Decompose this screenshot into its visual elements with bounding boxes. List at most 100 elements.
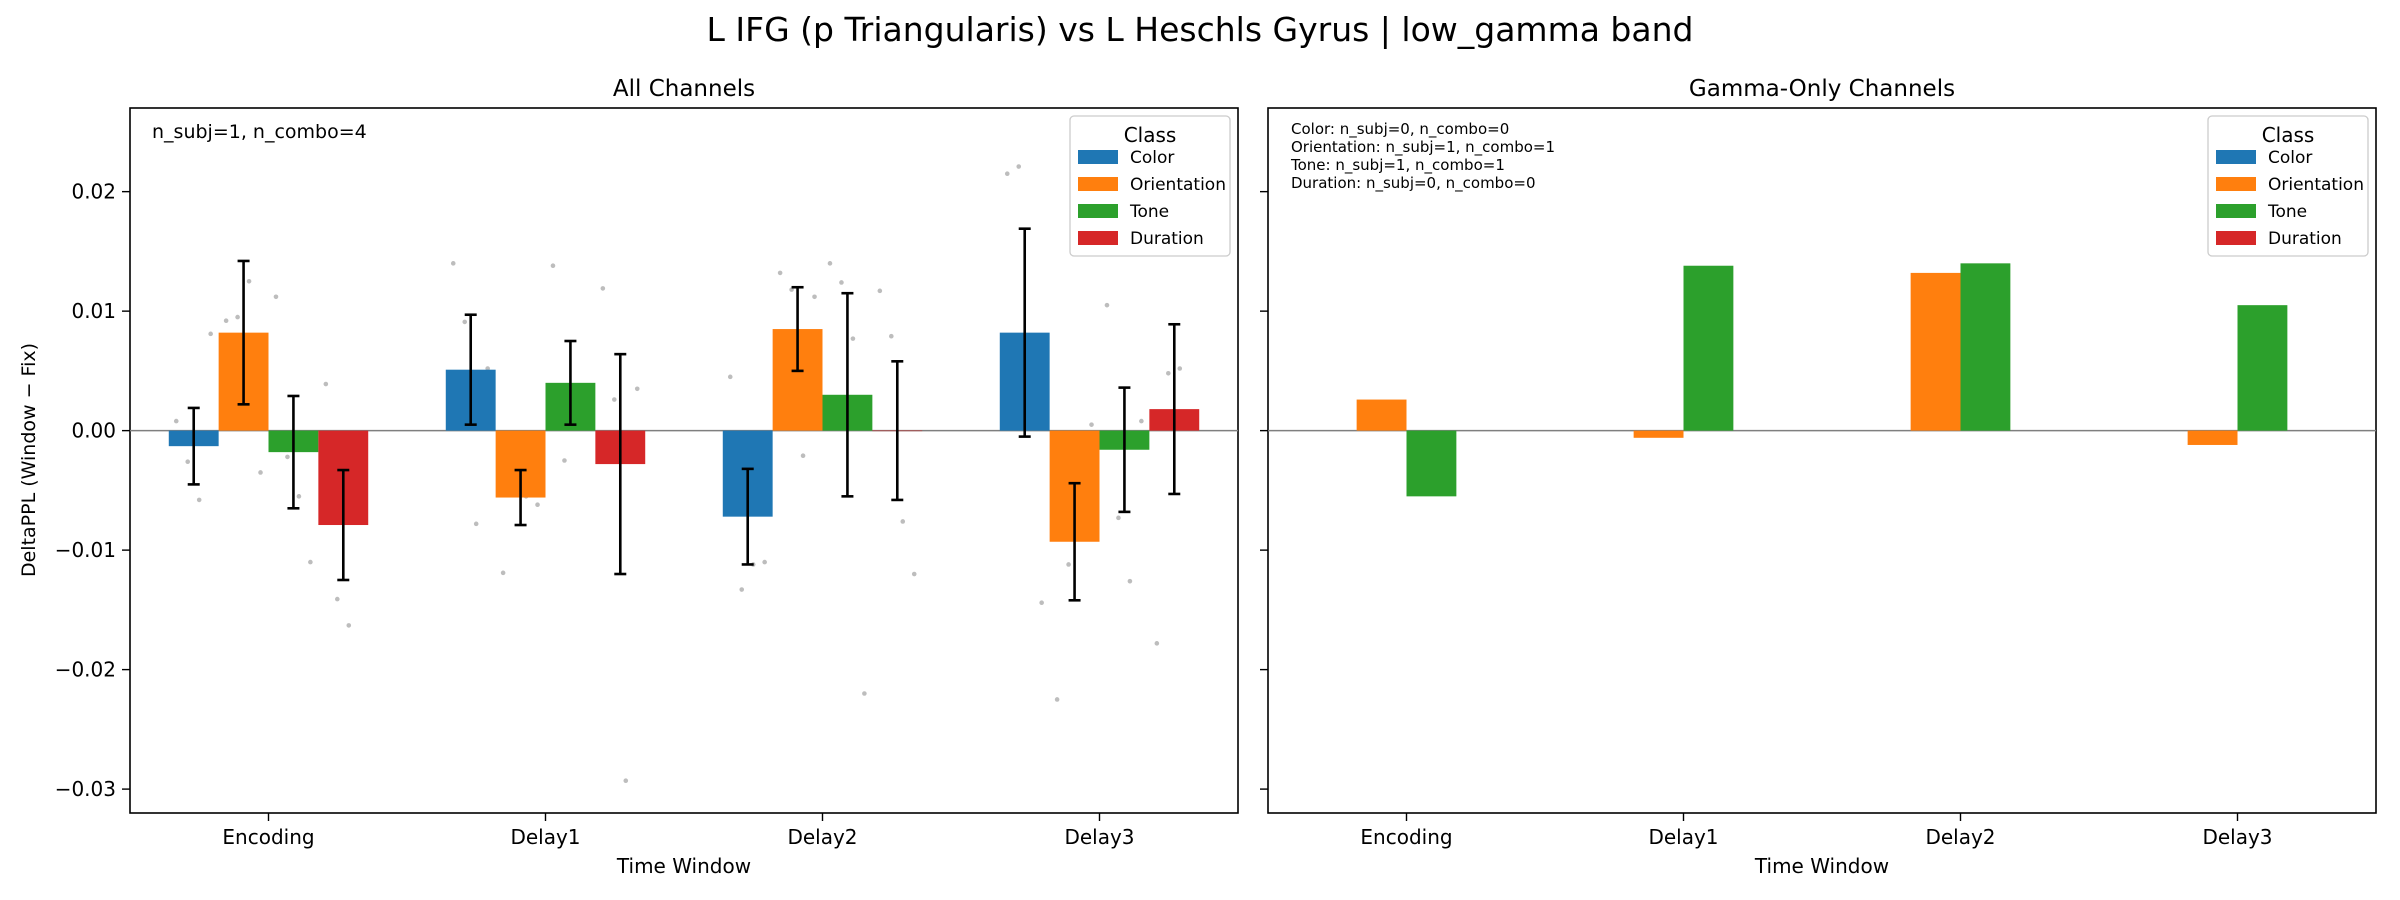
panel-1: 0.02 0.01 0.00 −0.01 −0.02 −0.03 Encoding Delay… bbox=[55, 76, 1239, 878]
data-point bbox=[1166, 370, 1171, 376]
legend-label: Tone bbox=[2267, 202, 2307, 222]
data-point bbox=[1039, 600, 1044, 605]
plot-frame bbox=[129, 107, 1239, 814]
data-point bbox=[877, 288, 883, 294]
data-point bbox=[727, 374, 733, 380]
data-point bbox=[273, 294, 279, 300]
data-point bbox=[1127, 578, 1133, 584]
data-point bbox=[535, 502, 540, 508]
annotation-text: Duration: n_subj=0, n_combo=0 bbox=[1291, 174, 1536, 193]
bar-tone bbox=[1406, 430, 1457, 497]
annotation-text: Tone: n_subj=1, n_combo=1 bbox=[1290, 156, 1505, 175]
x-tick-label: Delay1 bbox=[510, 825, 580, 849]
legend-swatch bbox=[1078, 150, 1118, 164]
data-point bbox=[1054, 697, 1060, 702]
y-tick-label: −0.01 bbox=[55, 538, 116, 562]
annotation-text: Color: n_subj=0, n_combo=0 bbox=[1291, 120, 1509, 139]
legend-swatch bbox=[1078, 204, 1118, 218]
data-point bbox=[223, 318, 229, 323]
panel-2: Encoding Delay1 Delay2 Delay3 Time Window Gam… bbox=[1260, 76, 2377, 878]
legend-swatch bbox=[2216, 231, 2256, 245]
data-point bbox=[335, 596, 340, 602]
x-tick-label: Delay3 bbox=[2202, 825, 2272, 849]
data-point bbox=[462, 319, 468, 325]
legend-label: Color bbox=[2268, 148, 2312, 168]
data-point bbox=[1089, 422, 1094, 427]
legend-swatch bbox=[2216, 177, 2256, 191]
data-point bbox=[1177, 366, 1183, 371]
legend-swatch bbox=[2216, 204, 2256, 218]
data-point bbox=[196, 497, 202, 503]
data-point bbox=[500, 570, 506, 576]
data-point bbox=[889, 333, 894, 339]
data-point bbox=[323, 381, 329, 387]
data-point bbox=[258, 470, 263, 475]
data-point bbox=[850, 336, 856, 341]
data-point bbox=[562, 458, 567, 463]
data-point bbox=[777, 270, 783, 276]
plot-frame bbox=[1267, 107, 2377, 814]
data-point bbox=[862, 691, 867, 696]
y-tick-label: −0.02 bbox=[55, 658, 116, 682]
bar-orientation bbox=[1910, 272, 1961, 431]
y-tick-label: 0.01 bbox=[71, 299, 116, 323]
bar-tone bbox=[1960, 263, 2011, 431]
legend-title: Class bbox=[1124, 123, 1177, 147]
legend-swatch bbox=[1078, 231, 1118, 245]
x-tick-label: Encoding bbox=[222, 825, 314, 849]
legend-label: Orientation bbox=[2268, 175, 2364, 195]
data-point bbox=[1016, 164, 1022, 169]
data-point bbox=[285, 454, 290, 460]
data-point bbox=[185, 459, 191, 464]
x-tick-label: Delay1 bbox=[1648, 825, 1718, 849]
data-point bbox=[450, 261, 456, 266]
x-tick-label: Encoding bbox=[1360, 825, 1452, 849]
x-axis-label: Time Window bbox=[1754, 854, 1889, 878]
legend-label: Duration bbox=[2268, 229, 2342, 249]
x-tick-label: Delay3 bbox=[1064, 825, 1134, 849]
data-point bbox=[739, 587, 745, 592]
y-tick-label: 0.02 bbox=[71, 180, 116, 204]
data-point bbox=[473, 521, 479, 527]
data-point bbox=[308, 559, 313, 565]
data-point bbox=[800, 453, 806, 459]
data-point bbox=[634, 386, 640, 392]
bar-tone bbox=[2237, 305, 2288, 431]
data-point bbox=[827, 261, 833, 266]
data-point bbox=[812, 294, 817, 300]
legend-title: Class bbox=[2262, 123, 2315, 147]
data-point bbox=[623, 778, 629, 784]
legend-label: Tone bbox=[1129, 202, 1169, 222]
data-point bbox=[1066, 562, 1071, 567]
data-point bbox=[1104, 302, 1110, 308]
legend-label: Orientation bbox=[1130, 175, 1226, 195]
annotation-text: Orientation: n_subj=1, n_combo=1 bbox=[1291, 138, 1555, 157]
data-point bbox=[911, 571, 917, 577]
data-point bbox=[208, 331, 213, 337]
x-tick-label: Delay2 bbox=[1925, 825, 1995, 849]
data-point bbox=[1154, 641, 1160, 646]
y-axis-label: DeltaPPL (Window − Fix) bbox=[18, 343, 40, 577]
chart-panels: 0.02 0.01 0.00 −0.01 −0.02 −0.03 Encoding Delay… bbox=[55, 76, 2377, 878]
data-point bbox=[1116, 515, 1121, 521]
data-point bbox=[1004, 171, 1010, 177]
bar-orientation bbox=[2187, 430, 2238, 445]
data-point bbox=[246, 278, 252, 284]
data-point bbox=[612, 397, 617, 402]
data-point bbox=[900, 519, 906, 524]
y-tick-label: 0.00 bbox=[71, 419, 116, 443]
bar-tone bbox=[1683, 265, 1734, 431]
panel-title: All Channels bbox=[613, 76, 755, 102]
data-point bbox=[485, 366, 490, 371]
data-point bbox=[839, 280, 844, 285]
data-point bbox=[550, 263, 556, 269]
legend-swatch bbox=[1078, 177, 1118, 191]
data-point bbox=[296, 494, 302, 499]
data-point bbox=[762, 559, 767, 565]
data-point bbox=[1139, 418, 1144, 424]
figure-title: L IFG (p Triangularis) vs L Heschls Gyru… bbox=[706, 10, 1694, 49]
x-tick-label: Delay2 bbox=[787, 825, 857, 849]
data-point bbox=[173, 418, 179, 424]
bar-orientation bbox=[1356, 399, 1407, 431]
